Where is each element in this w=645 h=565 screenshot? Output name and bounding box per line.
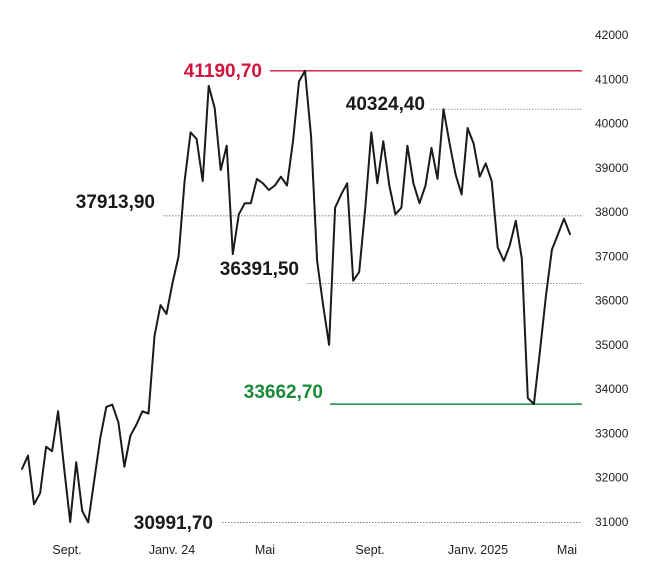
y-tick-label: 31000 — [595, 515, 629, 529]
value-label: 36391,50 — [220, 259, 299, 280]
x-tick-label: Mai — [557, 543, 577, 557]
series-layer — [21, 69, 571, 524]
y-tick-label: 35000 — [595, 338, 629, 352]
y-tick-label: 42000 — [595, 28, 629, 42]
low-value-label: 33662,70 — [244, 382, 323, 403]
y-tick-label: 39000 — [595, 161, 629, 175]
x-tick-label: Sept. — [355, 543, 384, 557]
x-tick-label: Janv. 24 — [149, 543, 195, 557]
y-tick-label: 37000 — [595, 249, 629, 263]
value-label: 37913,90 — [76, 192, 155, 213]
reference-lines — [163, 70, 582, 523]
series-line — [21, 69, 571, 524]
y-tick-label: 38000 — [595, 205, 629, 219]
x-tick-label: Mai — [255, 543, 275, 557]
y-tick-label: 36000 — [595, 294, 629, 308]
x-tick-label: Janv. 2025 — [448, 543, 508, 557]
y-tick-label: 40000 — [595, 117, 629, 131]
value-label: 30991,70 — [134, 513, 213, 534]
x-axis: Sept. Janv. 24 Mai Sept. Janv. 2025 Mai — [52, 543, 577, 557]
y-tick-label: 41000 — [595, 72, 629, 86]
y-axis: 31000 32000 33000 34000 35000 36000 37000 38000… — [595, 28, 629, 529]
value-label: 40324,40 — [346, 94, 425, 115]
high-value-label: 41190,70 — [184, 61, 262, 82]
x-tick-label: Sept. — [52, 543, 81, 557]
y-tick-label: 32000 — [595, 471, 629, 485]
annotation-labels: 41190,70 40324,40 37913,90 36391,50 33662,70… — [76, 61, 425, 534]
y-tick-label: 34000 — [595, 382, 629, 396]
y-tick-label: 33000 — [595, 426, 629, 440]
